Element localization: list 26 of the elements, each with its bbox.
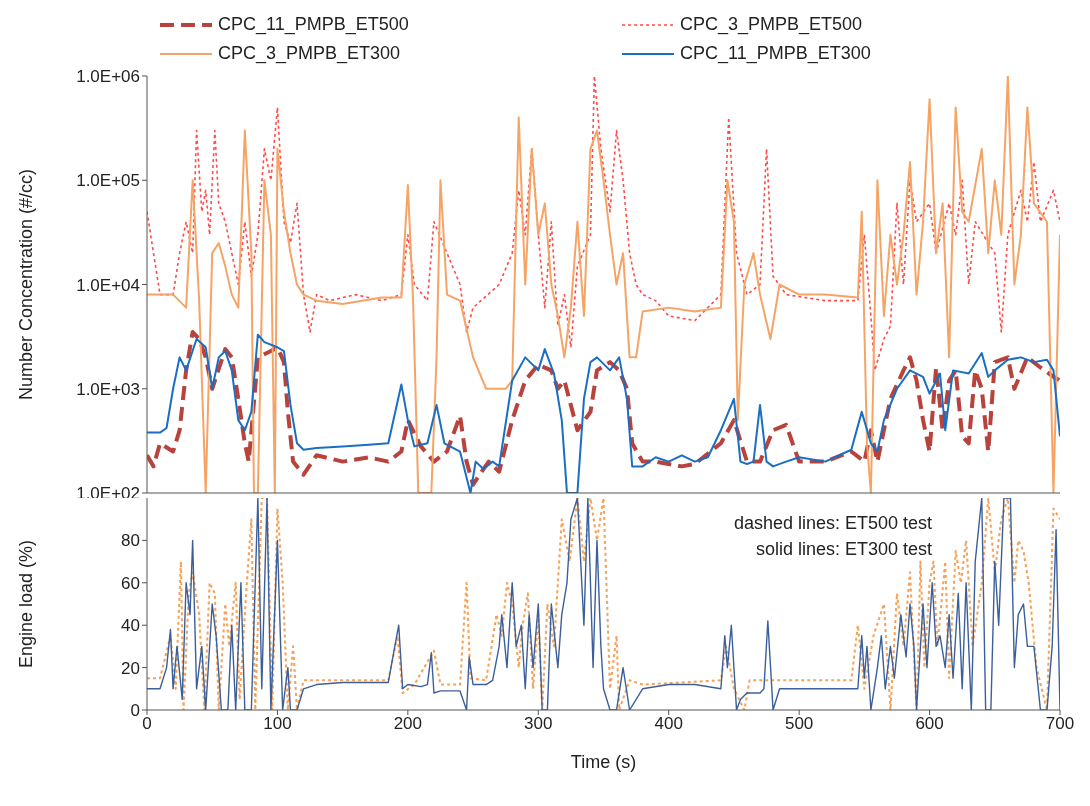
legend-label: CPC_11_PMPB_ET500 (218, 14, 409, 35)
x-tick-label: 600 (915, 714, 944, 734)
legend-label: CPC_11_PMPB_ET300 (680, 43, 871, 64)
y-tick-label: 80 (121, 531, 140, 551)
y-tick-label: 40 (121, 616, 140, 636)
x-tick-label: 300 (524, 714, 553, 734)
x-axis-title: Time (s) (570, 752, 637, 772)
x-tick-label: 700 (1045, 714, 1075, 734)
y-tick-label: 1.0E+04 (76, 275, 140, 295)
y-tick-label: 0 (130, 701, 140, 721)
x-tick-label: 100 (263, 714, 292, 734)
annotation: solid lines: ET300 test (754, 538, 932, 561)
y-tick-label: 1.0E+05 (76, 171, 140, 191)
x-tick-label: 200 (393, 714, 423, 734)
y-tick-label: 60 (121, 573, 140, 593)
x-tick-label: 400 (654, 714, 683, 734)
y-tick-label: 20 (121, 658, 140, 678)
y-axis-title: Number Concentration (#/cc) (16, 168, 37, 401)
y-tick-label: 1.0E+03 (76, 379, 140, 399)
x-tick-label: 500 (784, 714, 814, 734)
line-series (147, 76, 1060, 372)
y-axis-title: Engine load (%) (16, 539, 37, 669)
y-tick-label: 1.0E+06 (76, 67, 140, 87)
legend-label: CPC_3_PMPB_ET500 (680, 14, 863, 35)
annotation: dashed lines: ET500 test (733, 512, 932, 535)
legend-label: CPC_3_PMPB_ET300 (218, 43, 401, 64)
